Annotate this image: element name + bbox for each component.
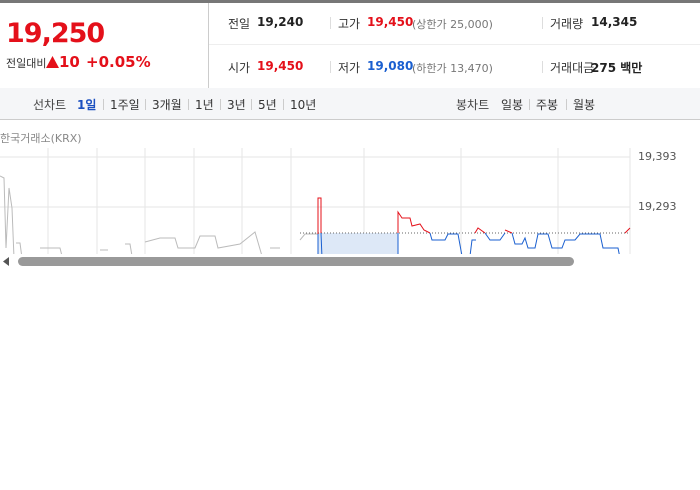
divider xyxy=(529,99,530,110)
candle-tab[interactable]: 일봉 xyxy=(501,98,524,112)
tab-bar xyxy=(0,88,700,120)
axis-label: 19,293 xyxy=(638,200,677,213)
chart-plot xyxy=(0,148,631,258)
scroll-left[interactable] xyxy=(3,257,11,266)
divider xyxy=(208,3,209,88)
divider xyxy=(209,44,700,45)
divider xyxy=(251,99,252,110)
tab-group-label: 봉차트 xyxy=(456,98,490,112)
stat-label: 시가 xyxy=(228,61,251,75)
stat-value: 19,450 xyxy=(367,15,414,29)
divider xyxy=(542,61,543,73)
divider xyxy=(566,99,567,110)
stat-value: 19,450 xyxy=(257,59,304,73)
stat-label: 고가 xyxy=(338,17,361,31)
scrollbar-thumb[interactable] xyxy=(18,257,574,266)
period-tab[interactable]: 1일 xyxy=(77,98,97,112)
period-tab[interactable]: 3년 xyxy=(227,98,246,112)
divider xyxy=(103,99,104,110)
stat-extra: (하한가 13,470) xyxy=(412,62,493,75)
axis-label: 19,393 xyxy=(638,150,677,163)
period-tab[interactable]: 3개월 xyxy=(152,98,182,112)
source: 한국거래소(KRX) xyxy=(0,132,82,145)
divider xyxy=(145,99,146,110)
stat-value: 14,345 xyxy=(591,15,638,29)
change-label: 전일대비 xyxy=(6,57,47,70)
divider xyxy=(283,99,284,110)
period-tab[interactable]: 1주일 xyxy=(110,98,140,112)
change: 10 xyxy=(59,53,80,71)
stat-label: 거래량 xyxy=(550,17,584,31)
stat-label: 거래대금 xyxy=(550,61,595,75)
divider xyxy=(330,61,331,73)
stat-label: 전일 xyxy=(228,17,251,31)
divider xyxy=(220,99,221,110)
divider xyxy=(542,17,543,29)
divider xyxy=(188,99,189,110)
tab-group-label: 선차트 xyxy=(33,98,67,112)
period-tab[interactable]: 5년 xyxy=(258,98,277,112)
price: 19,250 xyxy=(6,18,105,49)
top-border xyxy=(0,0,700,3)
candle-tab[interactable]: 월봉 xyxy=(573,98,596,112)
period-tab[interactable]: 10년 xyxy=(290,98,317,112)
stat-value: 19,080 xyxy=(367,59,414,73)
candle-tab[interactable]: 주봉 xyxy=(536,98,559,112)
period-tab[interactable]: 1년 xyxy=(195,98,214,112)
stat-label: 저가 xyxy=(338,61,361,75)
up-arrow xyxy=(46,56,59,68)
stat-value: 275 백만 xyxy=(591,61,643,75)
divider xyxy=(330,17,331,29)
change-pct: +0.05% xyxy=(86,53,151,71)
stat-value: 19,240 xyxy=(257,15,304,29)
stat-extra: (상한가 25,000) xyxy=(412,18,493,31)
